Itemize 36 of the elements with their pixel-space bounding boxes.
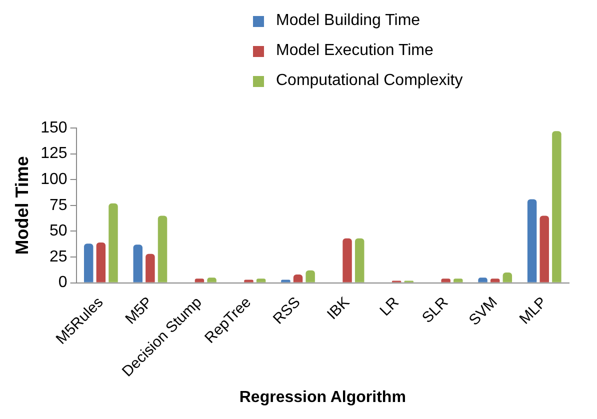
- bar: [146, 254, 155, 282]
- legend-label: Model Building Time: [276, 12, 420, 30]
- bar: [281, 280, 290, 282]
- bar: [342, 238, 352, 282]
- bar: [158, 216, 168, 282]
- bar: [133, 244, 143, 282]
- bar: [84, 244, 94, 282]
- bar: [96, 242, 106, 282]
- bar: [490, 278, 500, 282]
- bar: [293, 274, 303, 282]
- y-axis-title: Model Time: [12, 156, 32, 255]
- x-tick-label: IBK: [324, 294, 354, 324]
- x-tick-label: LR: [376, 294, 402, 320]
- legend-label: Computational Complexity: [276, 72, 463, 90]
- bar: [552, 131, 562, 282]
- bar: [441, 278, 450, 282]
- bar: [354, 238, 364, 282]
- x-tick-label: SLR: [418, 294, 452, 327]
- bar: [502, 272, 512, 282]
- y-tick-label: 150: [40, 119, 68, 136]
- bar: [194, 278, 204, 282]
- y-tick-label: 0: [58, 274, 68, 292]
- bar: [108, 203, 118, 282]
- y-tick-label: 100: [40, 171, 68, 188]
- bar: [306, 270, 315, 282]
- bar: [244, 280, 254, 282]
- bar: [540, 216, 549, 282]
- legend-label: Model Execution Time: [276, 42, 434, 60]
- y-tick-label: 75: [50, 196, 68, 214]
- bar: [256, 278, 266, 282]
- bar: [527, 199, 537, 282]
- bar: [454, 278, 463, 282]
- x-axis-title: Regression Algorithm: [239, 388, 406, 406]
- y-tick-label: 50: [50, 222, 68, 240]
- y-tick-label: 125: [40, 145, 68, 162]
- y-tick-label: 25: [50, 248, 68, 266]
